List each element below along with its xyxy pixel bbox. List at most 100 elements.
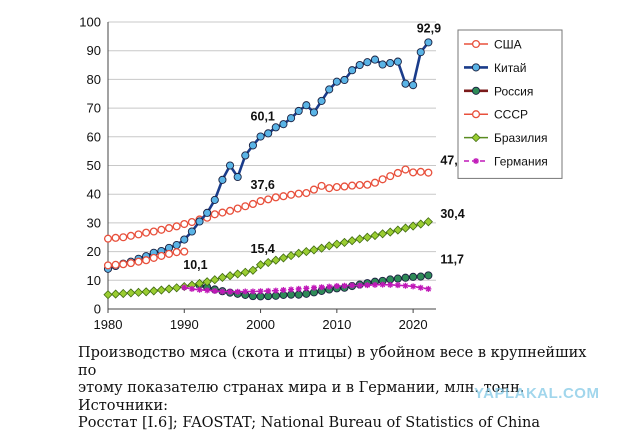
data-label: 37,6 — [251, 178, 275, 192]
series-china-point — [279, 120, 288, 129]
series-china-point — [241, 151, 250, 160]
series-germany-point — [425, 285, 432, 292]
series-brazil-point — [263, 257, 273, 268]
legend-box — [457, 29, 563, 179]
series-brazil-point — [385, 227, 395, 237]
series-usa-point — [241, 202, 250, 211]
data-label: 11,7 — [440, 252, 464, 266]
series-china-point — [210, 195, 219, 204]
series-china-point — [332, 77, 341, 86]
series-china-point — [287, 114, 296, 123]
series-brazil-point — [370, 230, 380, 241]
watermark: YAPLAKAL.COM — [474, 385, 600, 402]
y-tick-label: 70 — [87, 101, 101, 116]
series-china-point — [187, 227, 196, 236]
series-china-point — [195, 217, 204, 226]
series-russia-point — [393, 274, 402, 283]
series-usa-point — [119, 233, 128, 242]
series-brazil-point — [301, 247, 311, 257]
series-ussr-point — [119, 260, 128, 269]
data-label: 30,4 — [440, 207, 464, 221]
series-germany-point — [288, 286, 295, 293]
legend-germany: Германия — [464, 155, 548, 169]
series-usa-point — [386, 172, 395, 181]
series-russia-point — [294, 290, 303, 299]
legend-germany-label: Германия — [494, 155, 548, 169]
series-germany-point — [402, 282, 409, 289]
data-label: 15,4 — [251, 242, 275, 256]
series-germany-point — [242, 288, 249, 295]
y-tick-label: 100 — [79, 15, 101, 30]
series-china-point — [424, 38, 433, 47]
series-brazil-point — [233, 269, 243, 279]
series-ussr-point — [111, 260, 120, 269]
series-brazil-point — [225, 271, 235, 281]
series-usa-point — [309, 185, 319, 194]
series-china-point — [370, 55, 380, 64]
series-germany-point — [326, 283, 333, 290]
series-usa-point — [348, 181, 357, 190]
series-brazil-point — [416, 219, 426, 229]
legend-russia-point — [471, 86, 481, 95]
series-brazil-point — [118, 288, 128, 299]
series-usa-point — [401, 165, 410, 174]
series-germany-point — [379, 281, 386, 288]
series-brazil-point — [355, 234, 365, 244]
series-china-point — [264, 129, 273, 138]
series-china-point — [218, 175, 227, 184]
series-usa-point — [287, 190, 296, 199]
series-brazil-point — [217, 272, 227, 282]
legend-china-point — [471, 63, 481, 72]
series-usa-point — [126, 231, 135, 240]
series-brazil-point — [339, 237, 350, 247]
series-germany-point — [303, 285, 310, 292]
legend-usa-label: США — [494, 38, 522, 52]
series-germany-point — [387, 281, 394, 288]
series-china-point — [340, 75, 349, 85]
series-china-point — [203, 208, 212, 217]
series-china-point — [416, 48, 425, 57]
series-usa-point — [187, 217, 196, 227]
legend-usa-point — [471, 39, 481, 49]
series-brazil-point — [324, 241, 334, 251]
x-tick-label: 2020 — [399, 317, 428, 332]
series-china-point — [317, 96, 326, 105]
series-usa-point — [393, 168, 402, 178]
series-ussr-point — [149, 253, 158, 262]
x-tick-label: 2010 — [322, 317, 351, 332]
series-brazil-point — [111, 289, 121, 299]
series-usa-point — [279, 192, 288, 201]
series-russia-point — [424, 271, 433, 280]
legend-brazil-label: Бразилия — [494, 131, 548, 145]
series-usa-point — [218, 208, 227, 217]
legend-china-label: Китай — [494, 61, 526, 75]
series-brazil-point — [423, 217, 433, 227]
series-usa-point — [416, 167, 425, 176]
series-ussr-point — [180, 247, 189, 256]
meat-production-chart: 0 10 20 30 40 50 60 70 80 90 100 1980 1990 2000 2010 20… — [79, 15, 563, 332]
series-germany-point — [356, 282, 363, 289]
legend-brazil-point — [471, 133, 481, 143]
series-usa-point — [370, 178, 380, 187]
legend-china: Китай — [464, 61, 526, 75]
series-usa-point — [317, 181, 326, 190]
legend-brazil: Бразилия — [464, 131, 548, 145]
series-brazil-point — [332, 239, 342, 249]
series-layer — [103, 38, 433, 301]
series-germany-point — [333, 283, 340, 290]
axes: 0 10 20 30 40 50 60 70 80 90 100 1980 1990 2000 2010 20… — [79, 15, 436, 332]
legend-germany-point — [473, 158, 479, 164]
series-ussr-point — [164, 249, 174, 258]
series-usa-point — [294, 189, 303, 198]
series-germany-point — [219, 288, 226, 295]
series-usa-point — [157, 225, 166, 234]
y-tick-label: 30 — [87, 215, 101, 230]
series-usa-point — [225, 206, 235, 215]
series-usa-point — [424, 168, 433, 177]
series-germany-point — [310, 284, 317, 291]
series-usa-point — [210, 210, 219, 219]
series-brazil-point — [317, 243, 327, 253]
series-brazil-point — [156, 285, 166, 295]
series-germany-point — [196, 286, 203, 293]
series-ussr-point — [126, 259, 135, 268]
